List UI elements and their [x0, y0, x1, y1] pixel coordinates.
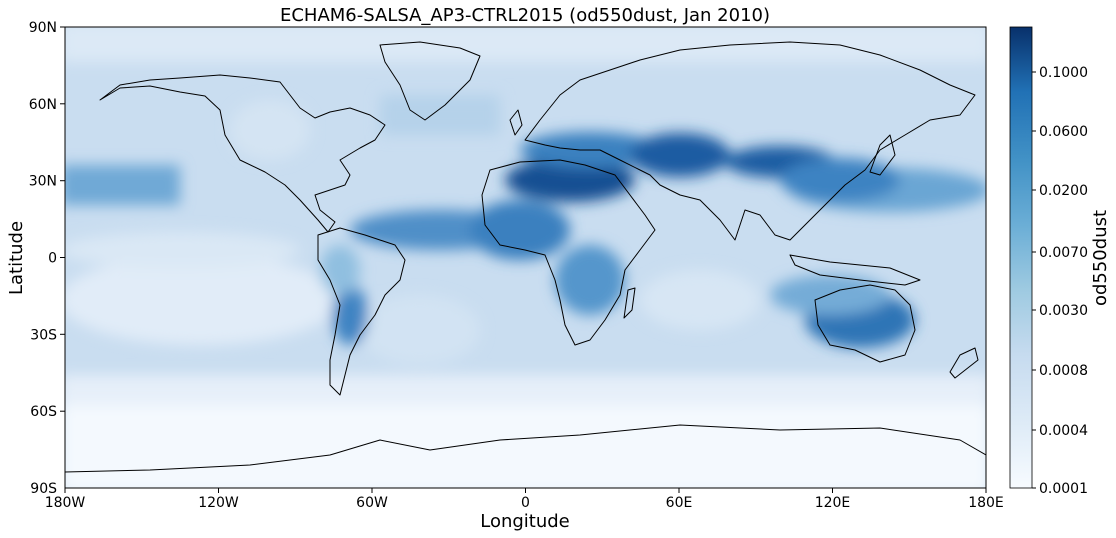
coast-north-america — [99, 74, 386, 233]
x-axis-label: Longitude — [480, 511, 570, 532]
colorbar-label: od550dust — [1090, 210, 1111, 306]
y-ticks — [60, 26, 65, 412]
colorbar-tick-label: 0.0600 — [1039, 124, 1088, 140]
coast-japan — [869, 134, 896, 176]
antarctic-low-region — [65, 395, 986, 488]
coast-greenland — [379, 41, 481, 121]
y-tick-label: 90S — [30, 481, 57, 497]
arctic-region — [65, 27, 986, 62]
colorbar-tick-label: 0.0070 — [1039, 245, 1088, 261]
southern-ocean-band — [65, 375, 986, 405]
coast-eurasia — [524, 41, 976, 241]
colorbar-tick-labels: 0.0001 0.0004 0.0008 0.0030 0.0070 0.020… — [1039, 65, 1088, 497]
coast-indonesia — [789, 254, 921, 286]
east-asia-outflow — [780, 158, 900, 202]
coast-africa — [481, 159, 656, 346]
south-pacific-clean — [65, 255, 340, 345]
x-tick-label: 60W — [356, 495, 388, 511]
dust-field — [65, 27, 986, 488]
coast-madagascar — [623, 287, 636, 319]
x-tick-label: 120E — [815, 495, 851, 511]
map-area — [65, 27, 986, 488]
australia-outflow — [770, 275, 890, 315]
y-tick-labels: 90N 60N 30N 0 30S 60S 90S — [29, 20, 57, 497]
coastlines — [65, 41, 986, 473]
x-tick-label: 0 — [521, 495, 530, 511]
y-tick-label: 60N — [29, 97, 57, 113]
x-tick-label: 60E — [666, 495, 693, 511]
colorbar: 0.0001 0.0004 0.0008 0.0030 0.0070 0.020… — [1009, 26, 1111, 497]
y-tick-label: 30N — [29, 174, 57, 190]
coast-new-zealand — [949, 347, 979, 379]
colorbar-tick-label: 0.0001 — [1039, 481, 1088, 497]
colorbar-tick-label: 0.1000 — [1039, 65, 1088, 81]
coast-south-america — [317, 227, 406, 396]
west-africa — [470, 200, 570, 260]
colorbar-tick-label: 0.0008 — [1039, 363, 1088, 379]
colorbar-scale — [1009, 26, 1033, 489]
x-tick-labels: 180W 120W 60W 0 60E 120E 180E — [45, 495, 1004, 511]
north-pacific-belt — [65, 165, 180, 205]
colorbar-tick-label: 0.0004 — [1039, 423, 1088, 439]
colorbar-tick-label: 0.0030 — [1039, 303, 1088, 319]
x-tick-label: 180E — [968, 495, 1004, 511]
x-ticks — [64, 488, 987, 493]
south-atlantic-clean — [360, 295, 480, 365]
north-atlantic-band — [380, 95, 500, 135]
canada-arctic-light — [230, 100, 310, 160]
y-tick-label: 0 — [48, 251, 57, 267]
equatorial-pacific-clean — [65, 232, 300, 268]
coast-australia — [814, 284, 916, 363]
y-axis-label: Latitude — [6, 221, 27, 295]
sahara-core — [505, 158, 635, 202]
chart-title: ECHAM6-SALSA_AP3-CTRL2015 (od550dust, Ja… — [280, 5, 770, 26]
colorbar-ticks — [1032, 71, 1036, 489]
y-tick-label: 60S — [30, 404, 57, 420]
southern-africa — [555, 245, 625, 315]
colorbar-tick-label: 0.0200 — [1039, 183, 1088, 199]
coast-britain — [509, 109, 523, 136]
middle-east — [630, 133, 730, 177]
y-tick-label: 90N — [29, 20, 57, 36]
coast-antarctica — [65, 424, 986, 473]
y-tick-label: 30S — [30, 327, 57, 343]
indian-ocean-clean — [640, 270, 760, 330]
x-tick-label: 120W — [198, 495, 239, 511]
patagonia-dust — [332, 285, 368, 345]
south-america-north — [320, 245, 360, 295]
x-tick-label: 180W — [45, 495, 86, 511]
